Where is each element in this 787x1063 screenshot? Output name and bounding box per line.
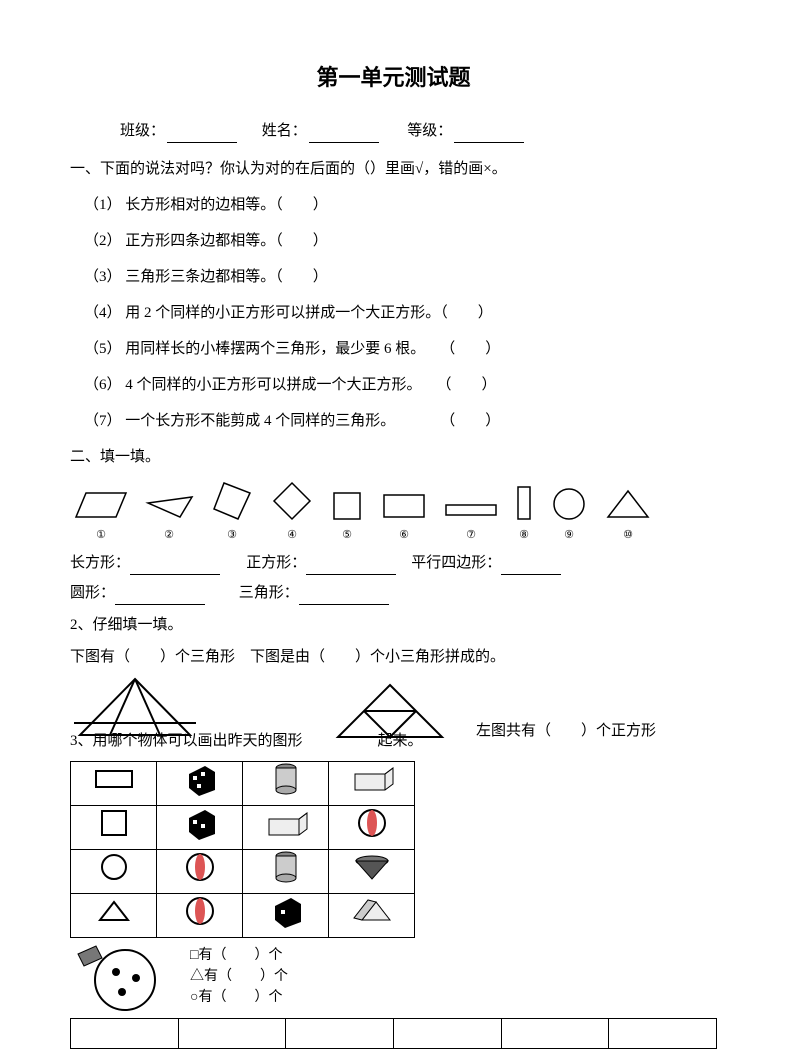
- diamond-icon: [270, 479, 314, 523]
- count-block: □有（ ）个 △有（ ）个 ○有（ ）个: [70, 942, 717, 1012]
- tri-blank[interactable]: [299, 591, 389, 605]
- section1-heading: 一、下面的说法对吗？你认为对的在后面的（）里画√，错的画×。: [70, 157, 717, 181]
- q1-3: （3） 三角形三条边都相等。（ ）: [84, 265, 717, 289]
- circle-label: 圆形：: [70, 585, 115, 601]
- ball-stripe2-icon: [185, 850, 215, 884]
- cylinder2-icon: [272, 850, 300, 884]
- triangle-cell-icon: [98, 898, 130, 924]
- count-tri: △有（ ）个: [190, 966, 288, 987]
- match-table: [70, 761, 415, 938]
- sub2-right: 左图共有（ ）个正方形: [476, 719, 656, 743]
- rect-blank[interactable]: [130, 561, 220, 575]
- shape-label-3: ③: [227, 529, 237, 541]
- rect-label: 长方形：: [70, 555, 130, 571]
- shape-label-5: ⑤: [342, 529, 352, 541]
- cylinder-icon: [272, 762, 300, 796]
- page-title: 第一单元测试题: [70, 60, 717, 95]
- shapes-row: ① ② ③ ④ ⑤ ⑥ ⑦ ⑧ ⑨ ⑩: [74, 479, 717, 545]
- shape-label-1: ①: [96, 529, 106, 541]
- square-blank[interactable]: [306, 561, 396, 575]
- count-cir: ○有（ ）个: [190, 987, 288, 1008]
- shape-label-7: ⑦: [466, 529, 476, 541]
- count-sq: □有（ ）个: [190, 945, 288, 966]
- section2-heading: 二、填一填。: [70, 445, 717, 469]
- name-blank[interactable]: [309, 127, 379, 143]
- circle-cell-icon: [100, 853, 128, 881]
- shape-label-10: ⑩: [623, 529, 633, 541]
- sub2-line: 下图有（ ）个三角形 下图是由（ ）个小三角形拼成的。: [70, 645, 717, 669]
- class-blank[interactable]: [167, 127, 237, 143]
- fill-row-1: 长方形： 正方形： 平行四边形：: [70, 551, 717, 575]
- square-icon: [330, 489, 364, 523]
- triangle2-icon: [604, 485, 652, 523]
- circle-blank[interactable]: [115, 591, 205, 605]
- sub2-heading: 2、仔细填一填。: [70, 613, 717, 637]
- para-blank[interactable]: [501, 561, 561, 575]
- cube-checker-icon: [183, 762, 217, 796]
- q1-1: （1） 长方形相对的边相等。（ ）: [84, 193, 717, 217]
- q1-6: （6） 4 个同样的小正方形可以拼成一个大正方形。 （ ）: [84, 373, 717, 397]
- square-label: 正方形：: [246, 555, 306, 571]
- ball-stripe-icon: [357, 806, 387, 840]
- prism-icon: [352, 896, 392, 926]
- shape-label-2: ②: [164, 529, 174, 541]
- parallelogram2-icon: [210, 479, 254, 523]
- shape-label-6: ⑥: [399, 529, 409, 541]
- circle-icon: [550, 485, 588, 523]
- class-label: 班级：: [120, 123, 165, 139]
- cone-icon: [352, 853, 392, 881]
- name-label: 姓名：: [262, 123, 307, 139]
- rectangle-icon: [380, 489, 428, 523]
- grade-label: 等级：: [407, 123, 452, 139]
- q1-2: （2） 正方形四条边都相等。（ ）: [84, 229, 717, 253]
- q1-7: （7） 一个长方形不能剪成 4 个同样的三角形。 （ ）: [84, 409, 717, 433]
- ball-stripe3-icon: [185, 894, 215, 928]
- tri-label: 三角形：: [239, 585, 299, 601]
- cube-checker2-icon: [183, 806, 217, 840]
- rectangle2-icon: [444, 499, 498, 523]
- para-label: 平行四边形：: [411, 555, 501, 571]
- shape-label-4: ④: [287, 529, 297, 541]
- q1-5: （5） 用同样长的小棒摆两个三角形，最少要 6 根。 （ ）: [84, 337, 717, 361]
- shape-label-9: ⑨: [564, 529, 574, 541]
- q1-4: （4） 用 2 个同样的小正方形可以拼成一个大正方形。（ ）: [84, 301, 717, 325]
- triangle-icon: [144, 493, 194, 523]
- info-row: 班级： 姓名： 等级：: [70, 119, 717, 143]
- grade-blank[interactable]: [454, 127, 524, 143]
- shape-label-8: ⑧: [519, 529, 529, 541]
- rect-cell-icon: [94, 769, 134, 789]
- rectangle3-icon: [514, 483, 534, 523]
- cuboid-icon: [349, 764, 395, 794]
- fill-row-2: 圆形： 三角形：: [70, 581, 717, 605]
- dot-circle-icon: [70, 942, 180, 1012]
- parallelogram-icon: [74, 487, 128, 523]
- cube-checker3-icon: [269, 894, 303, 928]
- bottom-grid: [70, 1018, 717, 1049]
- cuboid2-icon: [263, 809, 309, 837]
- square-cell-icon: [100, 809, 128, 837]
